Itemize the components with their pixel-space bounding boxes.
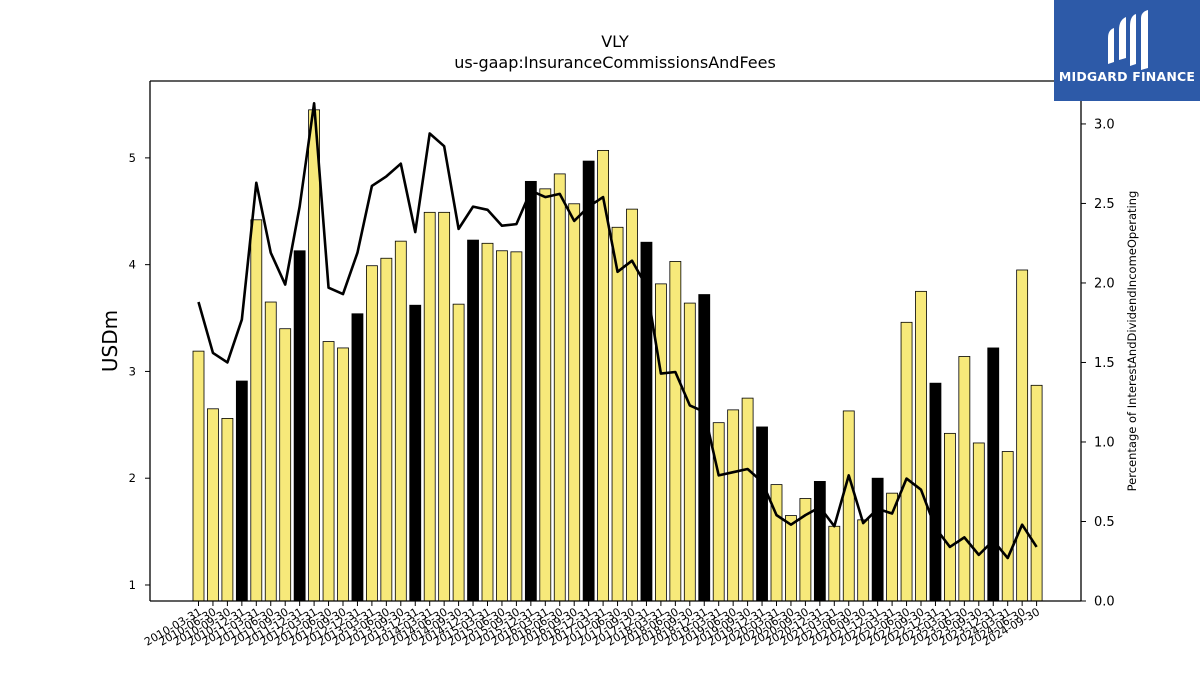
bar-2014-03-31: [423, 211, 436, 602]
bar-2016-03-31: [539, 188, 552, 602]
y2-tick-label: 2.5: [1094, 197, 1115, 212]
left-axis-ticks: 1 2 3 4 5: [129, 151, 150, 592]
line-series-path: [197, 101, 1038, 560]
bar-2011-09-30: [279, 328, 292, 602]
bar-2024-03-31: [1001, 451, 1014, 602]
bar-2011-12-31: [293, 250, 306, 602]
bar-2015-09-30: [510, 251, 523, 602]
y-axis-label: USDm: [98, 310, 122, 372]
bar-2022-09-30: [915, 290, 927, 602]
bar-2010-03-31: [192, 350, 205, 602]
bar-2011-06-30: [264, 301, 277, 602]
bar-2013-09-30: [394, 240, 407, 602]
bar-2021-09-30: [857, 519, 870, 602]
y2-axis-label: Percentage of InterestAndDividendIncomeO…: [1125, 191, 1139, 492]
bar-2016-06-30: [553, 173, 566, 602]
bar-2014-09-30: [452, 303, 465, 602]
bar-2018-09-30: [683, 302, 696, 602]
bar-2024-06-30: [1016, 269, 1029, 602]
bar-2023-12-31: [987, 347, 1000, 602]
y2-tick-label: 0.5: [1094, 515, 1115, 530]
chart-title: VLY: [601, 32, 629, 51]
bar-2017-12-31: [640, 241, 653, 602]
bar-2016-09-30: [568, 203, 581, 602]
y2-tick-label: 1.0: [1094, 435, 1115, 450]
bar-2018-12-31: [698, 294, 711, 602]
bar-2021-12-31: [871, 477, 884, 602]
bar-2024-09-30: [1030, 384, 1043, 602]
bar-2014-06-30: [438, 211, 451, 602]
bar-2020-12-31: [813, 481, 826, 602]
bar-2019-12-31: [756, 426, 768, 602]
bar-2022-12-31: [929, 382, 942, 602]
bar-2011-03-31: [250, 219, 263, 602]
bar-2017-06-30: [611, 226, 624, 602]
bar-2010-06-30: [207, 408, 219, 602]
bar-2022-06-30: [900, 321, 913, 602]
chart-subtitle: us-gaap:InsuranceCommissionsAndFees: [454, 53, 776, 72]
bar-2018-03-31: [655, 283, 667, 602]
bar-2023-03-31: [944, 432, 956, 602]
bar-2010-09-30: [221, 418, 234, 602]
brand-logo: MIDGARD FINANCE: [1054, 0, 1200, 101]
right-axis-ticks: 0.0 0.5 1.0 1.5 2.0 2.5 3.0: [1081, 117, 1115, 610]
bar-2015-12-31: [524, 180, 537, 602]
y2-tick-label: 1.5: [1094, 356, 1115, 371]
bar-2023-06-30: [958, 356, 971, 602]
bar-2019-09-30: [741, 397, 754, 602]
bar-2012-09-30: [337, 347, 349, 602]
bar-2012-12-31: [351, 313, 364, 602]
bar-2018-06-30: [669, 261, 682, 602]
bar-2014-12-31: [467, 239, 479, 602]
y-tick-label: 1: [129, 578, 136, 592]
bar-2013-12-31: [409, 304, 422, 602]
y2-tick-label: 2.0: [1094, 276, 1115, 291]
bar-2020-03-31: [770, 484, 783, 602]
bar-2019-03-31: [712, 422, 725, 602]
bar-2013-06-30: [380, 257, 393, 602]
bar-2022-03-31: [886, 492, 898, 602]
y2-tick-label: 3.0: [1094, 117, 1115, 132]
bar-2021-03-31: [828, 525, 841, 602]
x-axis-ticks: 2010-03-312010-06-302010-09-302010-12-31…: [142, 601, 1042, 649]
y-tick-label: 2: [129, 471, 136, 485]
line-series: [197, 101, 1038, 560]
bar-2016-12-31: [582, 160, 595, 602]
bar-2012-06-30: [322, 341, 335, 602]
bar-2021-06-30: [842, 410, 855, 602]
bar-2015-03-31: [481, 242, 494, 602]
bar-series: [192, 109, 1043, 602]
bar-2020-06-30: [785, 515, 797, 602]
bar-2019-06-30: [727, 409, 740, 602]
bar-2013-03-31: [365, 265, 378, 602]
bar-2023-09-30: [972, 442, 985, 602]
y-tick-label: 5: [129, 151, 136, 165]
bar-2012-03-31: [308, 109, 321, 602]
midgard-logo-icon: [1108, 10, 1148, 70]
bar-2015-06-30: [496, 250, 508, 602]
bar-2010-12-31: [235, 380, 248, 602]
y2-tick-label: 0.0: [1094, 595, 1115, 610]
y-tick-label: 3: [129, 364, 136, 378]
y-tick-label: 4: [129, 258, 136, 272]
brand-name: MIDGARD FINANCE: [1058, 69, 1196, 84]
